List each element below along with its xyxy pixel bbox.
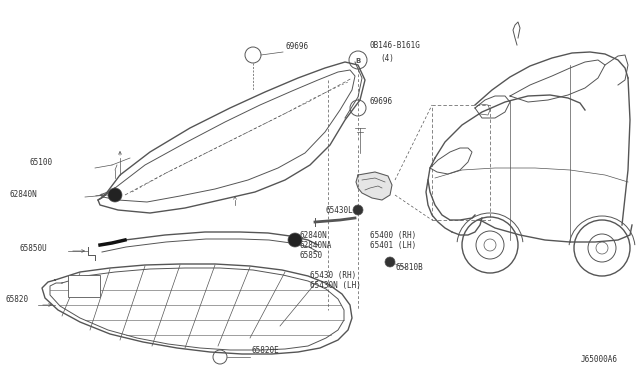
Text: 65430N (LH): 65430N (LH) <box>310 281 361 290</box>
Circle shape <box>288 233 302 247</box>
Circle shape <box>353 205 363 215</box>
Text: 65401 (LH): 65401 (LH) <box>370 241 416 250</box>
Text: 62840N: 62840N <box>10 190 38 199</box>
Text: (4): (4) <box>380 54 394 63</box>
Text: 65430L: 65430L <box>325 206 353 215</box>
Circle shape <box>108 188 122 202</box>
Text: 65810B: 65810B <box>395 263 423 272</box>
Polygon shape <box>356 172 392 200</box>
Text: 65820: 65820 <box>5 295 28 304</box>
Text: 65400 (RH): 65400 (RH) <box>370 231 416 240</box>
Text: 65100: 65100 <box>30 158 53 167</box>
Text: 62840NA: 62840NA <box>300 241 332 250</box>
Text: 69696: 69696 <box>370 97 393 106</box>
Text: 69696: 69696 <box>285 42 308 51</box>
Text: 0B146-B161G: 0B146-B161G <box>370 41 421 50</box>
Text: B: B <box>355 58 360 64</box>
Text: 65820E: 65820E <box>252 346 280 355</box>
Text: 65850: 65850 <box>300 251 323 260</box>
FancyBboxPatch shape <box>68 275 100 297</box>
Text: J65000A6: J65000A6 <box>581 355 618 364</box>
Text: 65430 (RH): 65430 (RH) <box>310 271 356 280</box>
Text: 62840N: 62840N <box>300 231 328 240</box>
Text: 65850U: 65850U <box>20 244 48 253</box>
Circle shape <box>385 257 395 267</box>
